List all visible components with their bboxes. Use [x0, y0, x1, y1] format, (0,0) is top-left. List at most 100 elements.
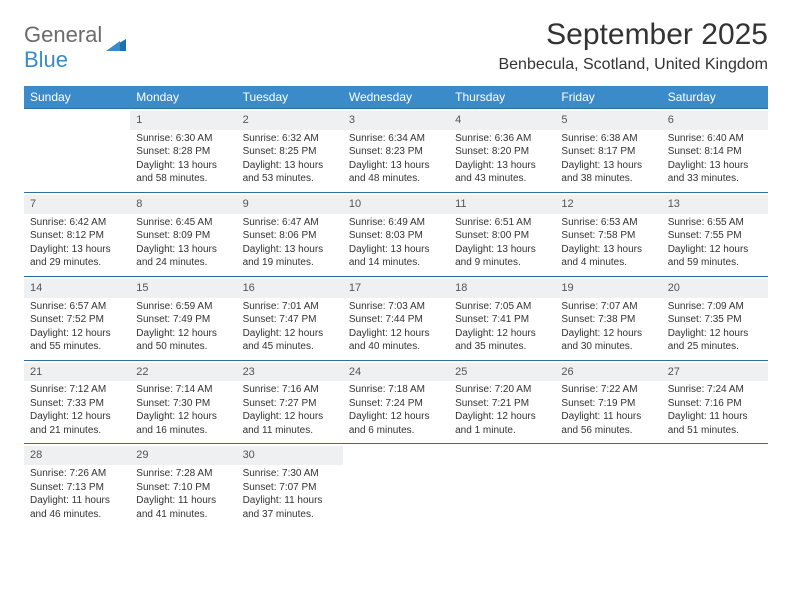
calendar-day-cell: 3Sunrise: 6:34 AMSunset: 8:23 PMDaylight…: [343, 109, 449, 193]
calendar-week-row: 28Sunrise: 7:26 AMSunset: 7:13 PMDayligh…: [24, 444, 768, 527]
daylight-text: Daylight: 13 hours and 48 minutes.: [349, 159, 443, 186]
calendar-day-cell: 5Sunrise: 6:38 AMSunset: 8:17 PMDaylight…: [555, 109, 661, 193]
day-number: 30: [237, 446, 343, 465]
day-number: 27: [662, 363, 768, 382]
calendar-day-cell: 20Sunrise: 7:09 AMSunset: 7:35 PMDayligh…: [662, 276, 768, 360]
sunset-text: Sunset: 7:58 PM: [561, 229, 655, 243]
daylight-text: Daylight: 12 hours and 40 minutes.: [349, 327, 443, 354]
daylight-text: Daylight: 12 hours and 59 minutes.: [668, 243, 762, 270]
sunrise-text: Sunrise: 6:49 AM: [349, 216, 443, 230]
brand-name-2: Blue: [24, 47, 68, 72]
day-number: 16: [237, 279, 343, 298]
calendar-day-cell: 27Sunrise: 7:24 AMSunset: 7:16 PMDayligh…: [662, 360, 768, 444]
location-subtitle: Benbecula, Scotland, United Kingdom: [498, 56, 768, 74]
sunrise-text: Sunrise: 7:26 AM: [30, 467, 124, 481]
calendar-body: 1Sunrise: 6:30 AMSunset: 8:28 PMDaylight…: [24, 109, 768, 528]
calendar-day-cell: 18Sunrise: 7:05 AMSunset: 7:41 PMDayligh…: [449, 276, 555, 360]
sunset-text: Sunset: 7:44 PM: [349, 313, 443, 327]
sunset-text: Sunset: 7:19 PM: [561, 397, 655, 411]
daylight-text: Daylight: 11 hours and 51 minutes.: [668, 410, 762, 437]
day-number: 14: [24, 279, 130, 298]
sunset-text: Sunset: 7:24 PM: [349, 397, 443, 411]
calendar-day-cell: 7Sunrise: 6:42 AMSunset: 8:12 PMDaylight…: [24, 192, 130, 276]
daylight-text: Daylight: 12 hours and 55 minutes.: [30, 327, 124, 354]
page-title: September 2025: [498, 18, 768, 52]
daylight-text: Daylight: 13 hours and 9 minutes.: [455, 243, 549, 270]
daylight-text: Daylight: 11 hours and 46 minutes.: [30, 494, 124, 521]
day-number: 5: [555, 111, 661, 130]
weekday-header: Saturday: [662, 86, 768, 109]
calendar-day-cell: 2Sunrise: 6:32 AMSunset: 8:25 PMDaylight…: [237, 109, 343, 193]
day-number: 11: [449, 195, 555, 214]
daylight-text: Daylight: 13 hours and 53 minutes.: [243, 159, 337, 186]
sunrise-text: Sunrise: 7:18 AM: [349, 383, 443, 397]
daylight-text: Daylight: 12 hours and 1 minute.: [455, 410, 549, 437]
day-number: 21: [24, 363, 130, 382]
day-number: 9: [237, 195, 343, 214]
sunset-text: Sunset: 8:09 PM: [136, 229, 230, 243]
brand-logo: General Blue: [24, 18, 126, 73]
calendar-day-cell: 16Sunrise: 7:01 AMSunset: 7:47 PMDayligh…: [237, 276, 343, 360]
sunrise-text: Sunrise: 6:59 AM: [136, 300, 230, 314]
day-number: 28: [24, 446, 130, 465]
calendar-day-cell: 29Sunrise: 7:28 AMSunset: 7:10 PMDayligh…: [130, 444, 236, 527]
calendar-day-cell: 17 Sunrise: 7:03 AMSunset: 7:44 PMDayligh…: [343, 276, 449, 360]
sunrise-text: Sunrise: 6:51 AM: [455, 216, 549, 230]
daylight-text: Daylight: 12 hours and 50 minutes.: [136, 327, 230, 354]
weekday-header: Wednesday: [343, 86, 449, 109]
calendar-day-cell: 10Sunrise: 6:49 AMSunset: 8:03 PMDayligh…: [343, 192, 449, 276]
day-number: 8: [130, 195, 236, 214]
sunset-text: Sunset: 7:38 PM: [561, 313, 655, 327]
daylight-text: Daylight: 12 hours and 6 minutes.: [349, 410, 443, 437]
sunset-text: Sunset: 7:55 PM: [668, 229, 762, 243]
day-number: 24: [343, 363, 449, 382]
header: General Blue September 2025 Benbecula, S…: [24, 18, 768, 74]
day-number: 18: [449, 279, 555, 298]
weekday-header: Sunday: [24, 86, 130, 109]
calendar-week-row: 14Sunrise: 6:57 AMSunset: 7:52 PMDayligh…: [24, 276, 768, 360]
daylight-text: Daylight: 11 hours and 37 minutes.: [243, 494, 337, 521]
calendar-day-cell: 28Sunrise: 7:26 AMSunset: 7:13 PMDayligh…: [24, 444, 130, 527]
weekday-header: Monday: [130, 86, 236, 109]
calendar-day-cell: 8Sunrise: 6:45 AMSunset: 8:09 PMDaylight…: [130, 192, 236, 276]
sunrise-text: Sunrise: 6:34 AM: [349, 132, 443, 146]
sunset-text: Sunset: 8:28 PM: [136, 145, 230, 159]
weekday-header: Thursday: [449, 86, 555, 109]
calendar-day-cell: 23Sunrise: 7:16 AMSunset: 7:27 PMDayligh…: [237, 360, 343, 444]
sunset-text: Sunset: 7:47 PM: [243, 313, 337, 327]
day-number: 13: [662, 195, 768, 214]
sunrise-text: Sunrise: 7:22 AM: [561, 383, 655, 397]
sunrise-text: Sunrise: 7:28 AM: [136, 467, 230, 481]
daylight-text: Daylight: 13 hours and 58 minutes.: [136, 159, 230, 186]
daylight-text: Daylight: 13 hours and 19 minutes.: [243, 243, 337, 270]
day-number: 22: [130, 363, 236, 382]
daylight-text: Daylight: 12 hours and 35 minutes.: [455, 327, 549, 354]
sunset-text: Sunset: 7:07 PM: [243, 481, 337, 495]
calendar-day-cell: [449, 444, 555, 527]
daylight-text: Daylight: 13 hours and 14 minutes.: [349, 243, 443, 270]
day-number: 1: [130, 111, 236, 130]
day-number: 19: [555, 279, 661, 298]
calendar-day-cell: 9Sunrise: 6:47 AMSunset: 8:06 PMDaylight…: [237, 192, 343, 276]
calendar-day-cell: 15Sunrise: 6:59 AMSunset: 7:49 PMDayligh…: [130, 276, 236, 360]
sunset-text: Sunset: 8:20 PM: [455, 145, 549, 159]
calendar-day-cell: 11 Sunrise: 6:51 AMSunset: 8:00 PMDayligh…: [449, 192, 555, 276]
calendar-page: General Blue September 2025 Benbecula, S…: [0, 0, 792, 545]
sunset-text: Sunset: 8:00 PM: [455, 229, 549, 243]
day-number: 26: [555, 363, 661, 382]
daylight-text: Daylight: 12 hours and 11 minutes.: [243, 410, 337, 437]
sunset-text: Sunset: 7:10 PM: [136, 481, 230, 495]
calendar-week-row: 1Sunrise: 6:30 AMSunset: 8:28 PMDaylight…: [24, 109, 768, 193]
daylight-text: Daylight: 13 hours and 24 minutes.: [136, 243, 230, 270]
sunrise-text: Sunrise: 6:32 AM: [243, 132, 337, 146]
day-number: 3: [343, 111, 449, 130]
sunrise-text: Sunrise: 7:03 AM: [349, 300, 443, 314]
calendar-day-cell: 24Sunrise: 7:18 AMSunset: 7:24 PMDayligh…: [343, 360, 449, 444]
sunset-text: Sunset: 7:16 PM: [668, 397, 762, 411]
calendar-day-cell: [555, 444, 661, 527]
calendar-header-row: SundayMondayTuesdayWednesdayThursdayFrid…: [24, 86, 768, 109]
brand-name-1: General: [24, 22, 102, 47]
day-number: 7: [24, 195, 130, 214]
day-number: 17: [343, 279, 449, 298]
calendar-day-cell: 6Sunrise: 6:40 AMSunset: 8:14 PMDaylight…: [662, 109, 768, 193]
